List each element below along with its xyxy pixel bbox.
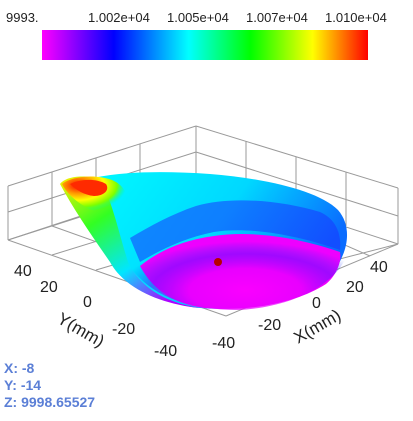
readout-z: Z: 9998.65527 xyxy=(4,394,96,410)
colorbar-tick-label: 1.007e+04 xyxy=(246,10,308,25)
readout-x: X: -8 xyxy=(4,360,35,376)
selected-point-marker[interactable] xyxy=(214,258,222,266)
x-tick-label: -20 xyxy=(258,317,281,334)
surface-shading xyxy=(120,221,348,310)
colorbar-tick-label: 1.002e+04 xyxy=(88,10,150,25)
colorbar-tick-label: 1.005e+04 xyxy=(167,10,229,25)
readout-y: Y: -14 xyxy=(4,377,42,393)
y-tick-label: 0 xyxy=(83,294,92,311)
x-tick-label: 20 xyxy=(346,279,364,296)
colorbar-tick-label: 9993. xyxy=(6,10,39,25)
cursor-readout: X: -8 Y: -14 Z: 9998.65527 xyxy=(4,360,95,411)
x-tick-label: -40 xyxy=(212,335,235,352)
surface-hot-core xyxy=(70,179,108,196)
surface-blue-band xyxy=(130,200,341,262)
colorbar: 9993. 1.002e+04 1.005e+04 1.007e+04 1.01… xyxy=(6,10,387,60)
x-tick-label: 0 xyxy=(312,295,321,312)
x-tick-label: 40 xyxy=(370,259,388,276)
y-tick-label: -20 xyxy=(112,321,135,338)
y-tick-label: 40 xyxy=(14,263,32,280)
y-tick-label: -40 xyxy=(154,343,177,360)
colorbar-gradient xyxy=(42,30,368,60)
surface xyxy=(60,172,348,310)
y-axis-title: Y(mm) xyxy=(54,309,108,351)
y-tick-label: 20 xyxy=(40,279,58,296)
colorbar-tick-label: 1.010e+04 xyxy=(325,10,387,25)
